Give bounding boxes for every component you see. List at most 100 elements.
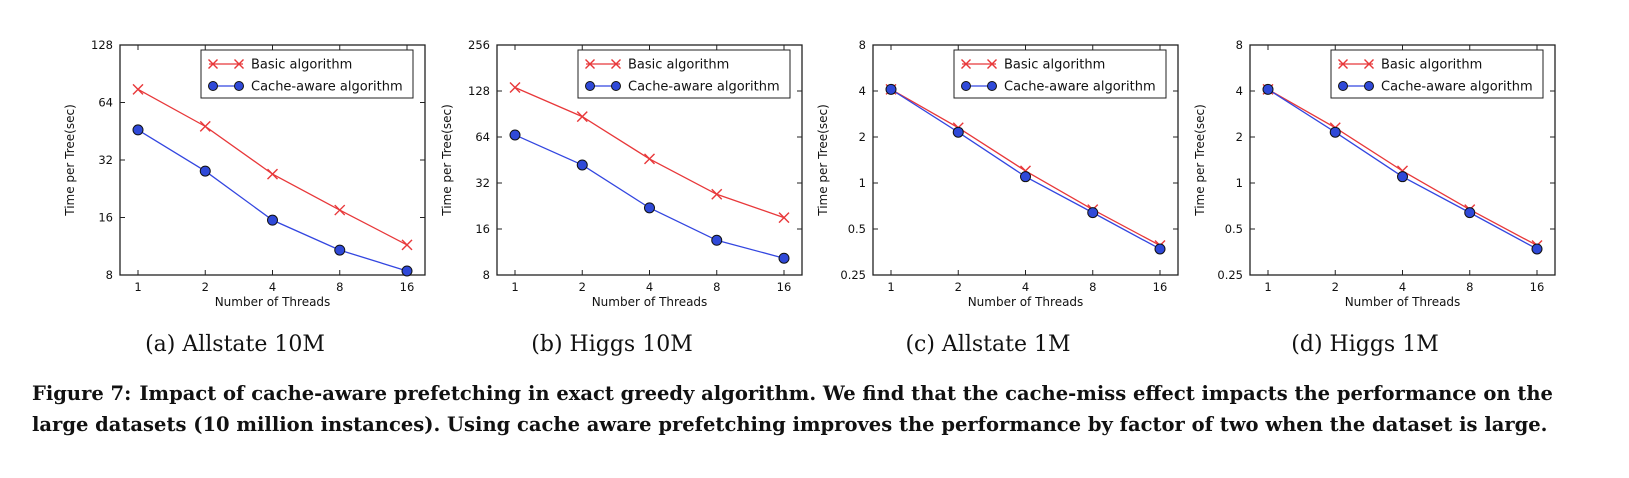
series-line-cache-aware bbox=[514, 134, 785, 259]
legend-item-basic: Basic algorithm bbox=[208, 58, 352, 73]
legend-label: Cache-aware algorithm bbox=[251, 80, 403, 95]
point-basic bbox=[509, 81, 521, 93]
x-marker-stroke bbox=[509, 81, 521, 93]
y-tick-label: 8 bbox=[1236, 38, 1243, 52]
y-tick-label: 4 bbox=[859, 84, 866, 98]
y-tick-label: 0.5 bbox=[848, 222, 866, 236]
y-tick-label: 32 bbox=[98, 153, 113, 167]
y-tick-label: 0.5 bbox=[1225, 222, 1243, 236]
legend-circle-marker bbox=[585, 81, 595, 91]
chart-sublabel-d: (d) Higgs 1M bbox=[1291, 332, 1439, 357]
caption-label: Figure 7: bbox=[32, 382, 132, 405]
legend-label: Basic algorithm bbox=[1004, 58, 1105, 73]
x-tick-label: 8 bbox=[713, 280, 720, 294]
y-axis-label: Time per Tree(sec) bbox=[63, 104, 77, 217]
chart-svg-a: 8 16 32 64 128 1 2 4 8 16 Number of Threads Time pe… bbox=[63, 38, 426, 309]
x-tick-label: 16 bbox=[400, 280, 415, 294]
legend-item-cache-aware: Cache-aware algorithm bbox=[585, 80, 780, 95]
y-tick-label: 128 bbox=[91, 38, 113, 52]
caption-text: Impact of cache-aware prefetching in exa… bbox=[32, 382, 1553, 436]
x-tick-label: 4 bbox=[1399, 280, 1406, 294]
legend-circle-marker bbox=[1338, 81, 1348, 91]
legend-circle-marker bbox=[234, 81, 244, 91]
y-axis-label: Time per Tree(sec) bbox=[1193, 104, 1207, 217]
legend-label: Basic algorithm bbox=[628, 58, 729, 73]
legend-item-cache-aware: Cache-aware algorithm bbox=[961, 80, 1156, 95]
point-basic bbox=[267, 168, 278, 180]
y-tick-label: 8 bbox=[859, 38, 866, 52]
legend-x-marker bbox=[961, 59, 971, 69]
series-line-basic bbox=[1267, 88, 1538, 247]
legend-x-marker bbox=[234, 59, 244, 69]
point-cache-aware bbox=[885, 83, 897, 95]
point-cache-aware bbox=[1531, 243, 1543, 255]
legend-circle-marker bbox=[611, 81, 621, 91]
point-cache-aware bbox=[952, 126, 964, 138]
x-marker-stroke bbox=[199, 120, 211, 132]
figure-caption: Figure 7: Impact of cache-aware prefetchi… bbox=[32, 378, 1612, 440]
x-tick-label: 16 bbox=[1153, 280, 1168, 294]
series-line-cache-aware bbox=[890, 88, 1161, 250]
legend: Basic algorithm Cache-aware algorithm bbox=[1330, 49, 1544, 99]
series-line-cache-aware bbox=[1267, 88, 1538, 250]
point-basic bbox=[334, 204, 346, 216]
y-tick-label: 64 bbox=[475, 130, 490, 144]
x-marker-stroke bbox=[334, 204, 346, 216]
y-tick-label: 16 bbox=[475, 222, 490, 236]
point-cache-aware bbox=[1262, 83, 1274, 95]
x-tick-label: 16 bbox=[1530, 280, 1545, 294]
legend: Basic algorithm Cache-aware algorithm bbox=[200, 49, 414, 99]
legend-label: Basic algorithm bbox=[251, 58, 352, 73]
y-tick-label: 16 bbox=[98, 211, 113, 225]
point-cache-aware bbox=[644, 202, 655, 214]
legend-item-cache-aware: Cache-aware algorithm bbox=[1338, 80, 1533, 95]
x-tick-label: 4 bbox=[1022, 280, 1029, 294]
legend-label: Basic algorithm bbox=[1381, 58, 1482, 73]
legend-item-basic: Basic algorithm bbox=[1338, 58, 1482, 73]
point-cache-aware bbox=[334, 244, 346, 256]
legend-label: Cache-aware algorithm bbox=[628, 80, 780, 95]
chart-panel-a: 8 16 32 64 128 1 2 4 8 16 Number of Threads Time pe… bbox=[40, 0, 430, 360]
x-marker-stroke bbox=[644, 153, 655, 165]
y-tick-label: 1 bbox=[1236, 176, 1243, 190]
point-cache-aware bbox=[401, 265, 413, 277]
x-tick-label: 16 bbox=[777, 280, 792, 294]
x-tick-label: 8 bbox=[1466, 280, 1473, 294]
y-tick-label: 64 bbox=[98, 96, 113, 110]
x-tick-label: 1 bbox=[134, 280, 141, 294]
point-cache-aware bbox=[199, 165, 211, 177]
legend-x-marker bbox=[1364, 59, 1374, 69]
chart-sublabel-c: (c) Allstate 1M bbox=[905, 332, 1071, 357]
x-tick-label: 8 bbox=[1089, 280, 1096, 294]
x-tick-label: 1 bbox=[1264, 280, 1271, 294]
legend-circle-marker bbox=[987, 81, 997, 91]
chart-panel-b: 8 16 32 64 128 256 1 2 4 8 16 Number of Threads Time… bbox=[417, 0, 807, 360]
x-tick-label: 2 bbox=[1332, 280, 1339, 294]
point-cache-aware bbox=[1087, 207, 1099, 219]
x-axis-label: Number of Threads bbox=[1345, 295, 1461, 309]
chart-sublabel-b: (b) Higgs 10M bbox=[531, 332, 693, 357]
point-basic bbox=[576, 111, 588, 123]
chart-panel-c: 0.25 0.5 1 2 4 8 1 2 4 8 16 Number of Threads Time p… bbox=[793, 0, 1183, 360]
legend-item-cache-aware: Cache-aware algorithm bbox=[208, 80, 403, 95]
y-axis-label: Time per Tree(sec) bbox=[440, 104, 454, 217]
x-tick-label: 2 bbox=[579, 280, 586, 294]
point-cache-aware bbox=[778, 252, 790, 264]
x-marker-stroke bbox=[267, 168, 278, 180]
point-cache-aware bbox=[1397, 171, 1408, 183]
x-axis-label: Number of Threads bbox=[968, 295, 1084, 309]
point-cache-aware bbox=[1329, 126, 1341, 138]
point-cache-aware bbox=[1020, 171, 1031, 183]
point-cache-aware bbox=[1154, 243, 1166, 255]
x-marker-stroke bbox=[576, 111, 588, 123]
y-tick-label: 4 bbox=[1236, 84, 1243, 98]
legend: Basic algorithm Cache-aware algorithm bbox=[577, 49, 791, 99]
x-marker-stroke bbox=[711, 188, 723, 200]
point-basic bbox=[199, 120, 211, 132]
x-tick-label: 1 bbox=[511, 280, 518, 294]
series-line-basic bbox=[890, 88, 1161, 247]
chart-sublabel-a: (a) Allstate 10M bbox=[145, 332, 325, 357]
legend-label: Cache-aware algorithm bbox=[1381, 80, 1533, 95]
x-axis-label: Number of Threads bbox=[215, 295, 331, 309]
